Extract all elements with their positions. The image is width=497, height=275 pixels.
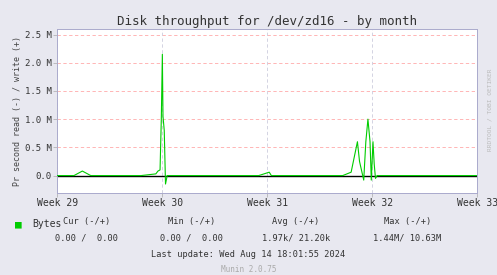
- Title: Disk throughput for /dev/zd16 - by month: Disk throughput for /dev/zd16 - by month: [117, 15, 417, 28]
- Text: Min (-/+): Min (-/+): [167, 217, 215, 226]
- Text: 1.44M/ 10.63M: 1.44M/ 10.63M: [373, 234, 442, 243]
- Text: Cur (-/+): Cur (-/+): [63, 217, 111, 226]
- Text: 0.00 /  0.00: 0.00 / 0.00: [160, 234, 223, 243]
- Text: Last update: Wed Aug 14 18:01:55 2024: Last update: Wed Aug 14 18:01:55 2024: [152, 250, 345, 259]
- Text: 0.00 /  0.00: 0.00 / 0.00: [56, 234, 118, 243]
- Text: Bytes: Bytes: [32, 219, 62, 229]
- Text: RRDTOOL / TOBI OETIKER: RRDTOOL / TOBI OETIKER: [487, 69, 492, 151]
- Text: ■: ■: [15, 219, 22, 229]
- Text: Max (-/+): Max (-/+): [384, 217, 431, 226]
- Y-axis label: Pr second read (-) / write (+): Pr second read (-) / write (+): [13, 36, 22, 186]
- Text: 1.97k/ 21.20k: 1.97k/ 21.20k: [261, 234, 330, 243]
- Text: Munin 2.0.75: Munin 2.0.75: [221, 265, 276, 274]
- Text: Avg (-/+): Avg (-/+): [272, 217, 320, 226]
